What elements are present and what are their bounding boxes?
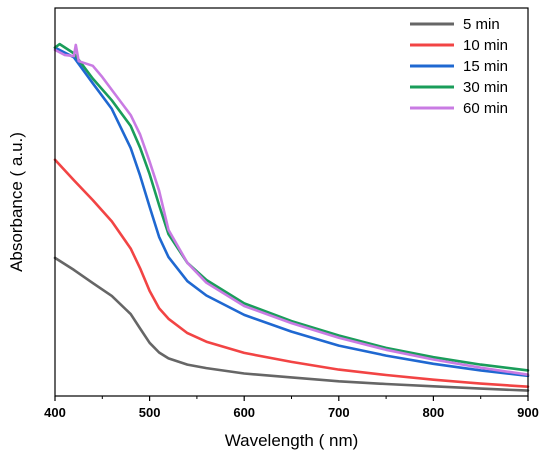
x-tick-label: 800 xyxy=(423,405,445,420)
y-axis-title: Absorbance ( a.u.) xyxy=(7,132,26,272)
series-line-3 xyxy=(53,46,530,378)
x-tick-label: 500 xyxy=(139,405,161,420)
legend-label-4: 30 min xyxy=(463,79,508,96)
series-layer xyxy=(53,42,530,392)
legend-label-1: 5 min xyxy=(463,16,500,33)
x-tick-label: 600 xyxy=(233,405,255,420)
series-line-5 xyxy=(53,43,530,377)
legend-label-5: 60 min xyxy=(463,100,508,117)
series-line-4 xyxy=(53,42,530,372)
plot-area: 400 500 600 700 800 900 xyxy=(44,7,539,420)
x-tick-label: 900 xyxy=(517,405,539,420)
plot-frame xyxy=(54,7,529,397)
x-axis-title: Wavelength ( nm) xyxy=(225,431,359,450)
x-tick-label: 400 xyxy=(44,405,66,420)
series-line-1 xyxy=(53,256,530,392)
legend-label-3: 15 min xyxy=(463,58,508,75)
legend: 5 min 10 min 15 min 30 min 60 min xyxy=(410,16,508,117)
x-ticks: 400 500 600 700 800 900 xyxy=(44,396,539,420)
series-line-2 xyxy=(53,158,530,389)
legend-label-2: 10 min xyxy=(463,37,508,54)
x-tick-label: 700 xyxy=(328,405,350,420)
